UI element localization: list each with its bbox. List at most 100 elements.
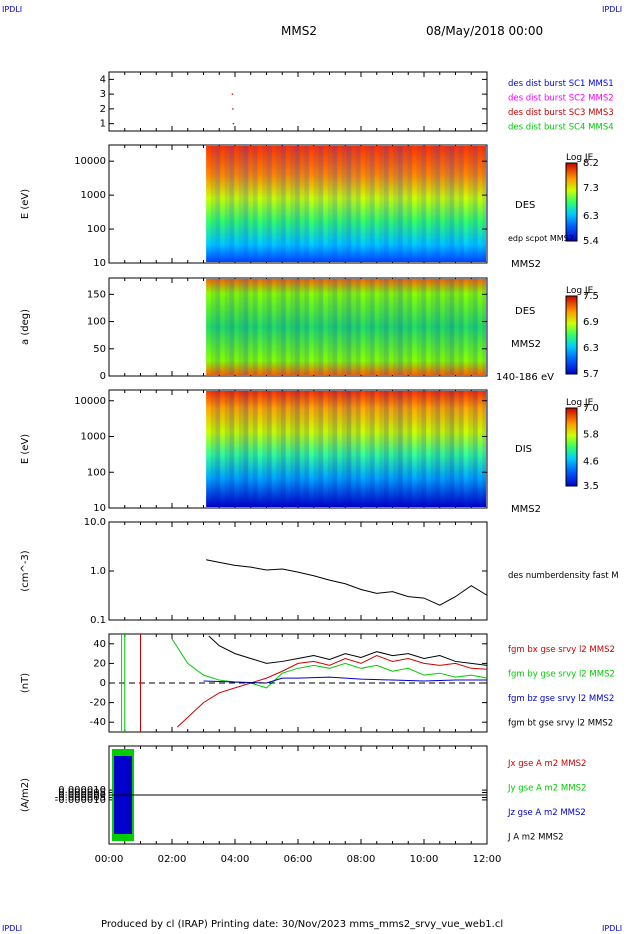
y-tick-label: 0.000005 [58, 788, 106, 799]
colorbar-tick-label: 3.5 [583, 481, 599, 492]
heatmap-stripe [458, 391, 464, 507]
heatmap-stripe [299, 146, 305, 262]
colorbar-tick-label: 4.6 [583, 456, 599, 467]
y-tick-label: 100 [87, 224, 106, 235]
y-tick-label: 1.0 [90, 566, 106, 577]
legend-entry-field: fgm bz gse srvy l2 MMS2 [508, 694, 614, 704]
heatmap-stripe [365, 279, 370, 375]
heatmap-stripe [323, 391, 328, 507]
y-tick-label: -0.000005 [55, 792, 106, 803]
heatmap-stripe [407, 146, 413, 262]
colorbar-tick-label: 8.2 [583, 158, 599, 169]
heatmap-stripe [290, 391, 296, 507]
panel3-label-des: DES [515, 306, 535, 317]
heatmap-stripe [266, 391, 272, 507]
heatmap-stripe [313, 146, 319, 262]
heatmap-stripe [407, 279, 413, 375]
legend-entry-field: fgm bt gse srvy l2 MMS2 [508, 719, 613, 729]
y-axis-label: (cm^-3) [20, 550, 31, 591]
heatmap-stripe [285, 279, 291, 375]
y-tick-label: 10000 [74, 396, 106, 407]
heatmap-stripe [281, 146, 286, 262]
x-tick-label: 10:00 [410, 854, 439, 865]
heatmap-stripe [224, 391, 230, 507]
heatmap-stripe [435, 279, 441, 375]
heatmap-stripe [384, 146, 389, 262]
colorbar-tick-label: 6.3 [583, 211, 599, 222]
heatmap-stripe [327, 279, 333, 375]
panel1-frame [108, 71, 488, 132]
colorbar-tick-label: 7.0 [583, 403, 599, 414]
heatmap-stripe [248, 146, 253, 262]
heatmap-stripe [351, 279, 356, 375]
heatmap-stripe [276, 279, 282, 375]
heatmap-stripe [346, 279, 352, 375]
y-tick-label: -20 [90, 698, 106, 709]
heatmap-stripe [472, 279, 478, 375]
y-tick-label: -40 [90, 717, 106, 728]
heatmap-stripe [215, 279, 221, 375]
heatmap-stripe [234, 146, 239, 262]
heatmap-stripe [224, 146, 230, 262]
heatmap-stripe [454, 279, 459, 375]
heatmap-stripe [252, 279, 258, 375]
heatmap-stripe [375, 391, 380, 507]
heatmap-stripe [440, 146, 445, 262]
heatmap-stripe [384, 391, 389, 507]
heatmap-stripe [276, 146, 282, 262]
x-tick-label: 12:00 [473, 854, 502, 865]
series-line-0000cc [203, 676, 487, 684]
heatmap-stripe [393, 146, 399, 262]
heatmap-stripe [313, 391, 319, 507]
heatmap-stripe [234, 279, 239, 375]
heatmap-stripe [285, 146, 291, 262]
heatmap-stripe [369, 391, 375, 507]
heatmap-stripe [458, 279, 464, 375]
panel4-label-dis: DIS [515, 444, 532, 455]
colorbar-tick-label: 6.9 [583, 317, 599, 328]
heatmap-stripe [379, 391, 385, 507]
heatmap-stripe [398, 279, 403, 375]
colorbar-title: Log JE [566, 398, 594, 408]
heatmap-stripe [454, 146, 459, 262]
x-tick-label: 04:00 [221, 854, 250, 865]
heatmap-stripe [478, 279, 483, 375]
y-tick-label: 0 [100, 371, 106, 382]
heatmap-stripe [313, 279, 319, 375]
heatmap-stripe [238, 391, 244, 507]
legend-entry-current: Jz gse A m2 MMS2 [507, 808, 586, 818]
heatmap-stripe [210, 391, 216, 507]
heatmap-stripe [388, 146, 394, 262]
heatmap-stripe [262, 279, 267, 375]
heatmap-stripe [402, 279, 408, 375]
heatmap-stripe [407, 391, 413, 507]
heatmap-stripe [341, 146, 347, 262]
heatmap-stripe [449, 391, 455, 507]
heatmap-stripe [281, 279, 286, 375]
y-tick-label: 100 [87, 317, 106, 328]
heatmap-stripe [299, 391, 305, 507]
header-datetime: 08/May/2018 00:00 [426, 24, 544, 38]
x-tick-label: 08:00 [347, 854, 376, 865]
heatmap-stripe [421, 391, 427, 507]
heatmap-stripe [388, 279, 394, 375]
heatmap-stripe [295, 391, 300, 507]
legend-entry-field: fgm by gse srvy l2 MMS2 [508, 670, 615, 680]
heatmap-stripe [468, 146, 473, 262]
colorbar-tick-label: 5.7 [583, 369, 599, 380]
heatmap-stripe [215, 146, 221, 262]
panel4-heatmap [206, 391, 486, 507]
heatmap-stripe [478, 391, 483, 507]
heatmap-stripe [304, 391, 310, 507]
heatmap-stripe [482, 391, 487, 507]
heatmap-stripe [210, 279, 216, 375]
heatmap-stripe [318, 279, 324, 375]
heatmap-stripe [375, 279, 380, 375]
y-axis-label: a (deg) [20, 309, 31, 345]
heatmap-stripe [337, 279, 342, 375]
heatmap-stripe [435, 146, 441, 262]
heatmap-stripe [472, 146, 478, 262]
heatmap-stripe [346, 391, 352, 507]
heatmap-stripe [388, 391, 394, 507]
heatmap-stripe [229, 146, 235, 262]
